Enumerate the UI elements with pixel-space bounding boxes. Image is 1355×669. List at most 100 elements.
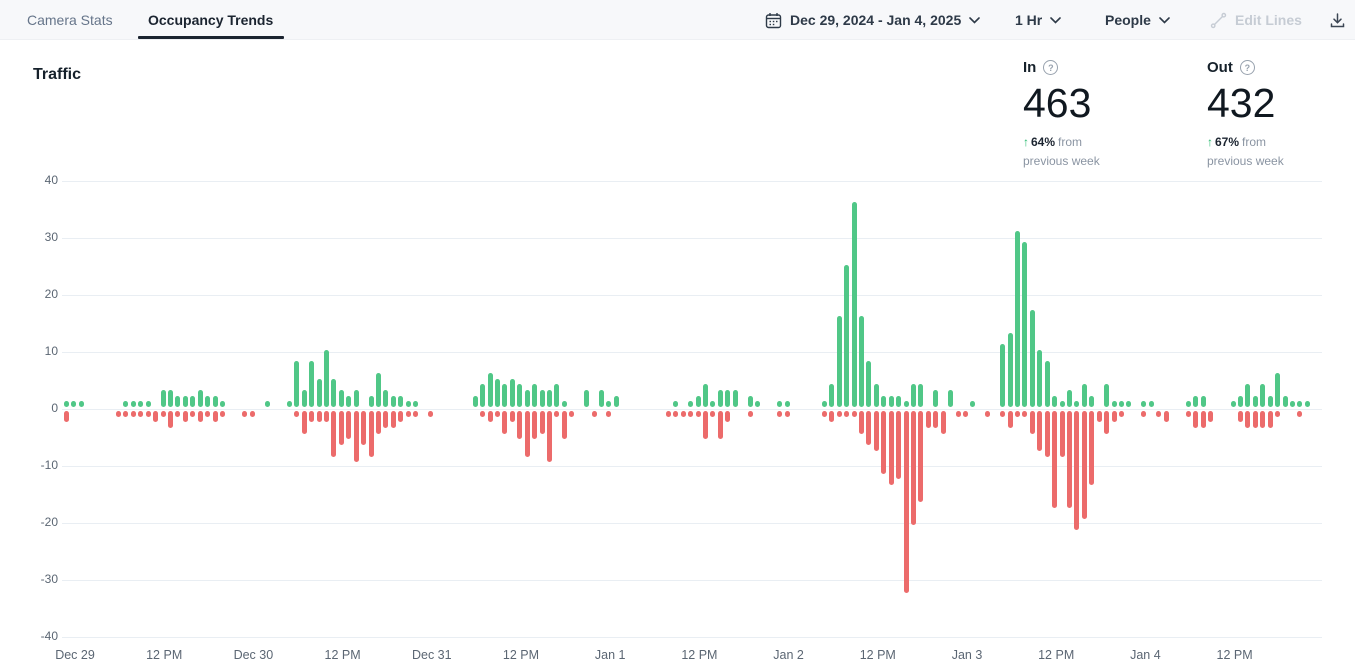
bar-in xyxy=(1022,241,1028,407)
download-button[interactable] xyxy=(1329,0,1346,40)
bar-out xyxy=(673,411,679,417)
bar-out xyxy=(517,411,523,440)
edit-lines-button[interactable]: Edit Lines xyxy=(1210,0,1302,40)
bar-out xyxy=(361,411,367,446)
bar-in xyxy=(777,401,783,407)
bar-in xyxy=(970,401,976,407)
bar-out xyxy=(702,411,708,440)
bar-in xyxy=(71,401,77,407)
interval-dropdown[interactable]: 1 Hr xyxy=(1015,0,1062,40)
bar-out xyxy=(153,411,159,423)
bar-out xyxy=(428,411,434,417)
bar-in xyxy=(1200,395,1206,407)
bar-out xyxy=(933,411,939,429)
bar-in xyxy=(1044,361,1050,407)
interval-label: 1 Hr xyxy=(1015,12,1043,28)
bar-out xyxy=(1200,411,1206,429)
bar-in xyxy=(1193,395,1199,407)
x-axis-tick-label: 12 PM xyxy=(146,648,183,662)
bar-out xyxy=(665,411,671,417)
bar-in xyxy=(1089,395,1095,407)
bar-in xyxy=(220,401,226,407)
bar-in xyxy=(517,384,523,407)
bar-in xyxy=(1275,372,1281,407)
bar-in xyxy=(1260,384,1266,407)
bar-out xyxy=(309,411,315,423)
bar-out xyxy=(368,411,374,457)
bar-out xyxy=(405,411,411,417)
bar-in xyxy=(829,384,835,407)
bar-in xyxy=(168,389,174,407)
bar-in xyxy=(138,401,144,407)
bar-in xyxy=(546,389,552,407)
gridline xyxy=(62,409,1322,410)
bar-in xyxy=(725,389,731,407)
bar-in xyxy=(1052,395,1058,407)
bar-out xyxy=(688,411,694,417)
bar-out xyxy=(532,411,538,440)
bar-out xyxy=(569,411,575,417)
bar-out xyxy=(985,411,991,417)
bar-in xyxy=(598,389,604,407)
bar-in xyxy=(175,395,181,407)
bar-in xyxy=(821,401,827,407)
bar-in xyxy=(123,401,129,407)
bar-out xyxy=(116,411,121,417)
bar-out xyxy=(911,411,917,525)
chevron-down-icon xyxy=(969,16,981,24)
bar-in xyxy=(1230,401,1236,407)
bar-out xyxy=(836,411,842,417)
bar-in xyxy=(182,395,188,407)
help-icon[interactable]: ? xyxy=(1043,60,1059,75)
bar-in xyxy=(836,315,842,407)
bar-in xyxy=(948,389,954,407)
bar-out xyxy=(494,411,500,417)
bar-in xyxy=(673,401,679,407)
bar-out xyxy=(524,411,530,457)
bar-in xyxy=(294,361,300,407)
x-axis-tick-label: 12 PM xyxy=(1216,648,1253,662)
bar-in xyxy=(64,401,69,407)
date-range-label: Dec 29, 2024 - Jan 4, 2025 xyxy=(790,12,962,28)
bar-in xyxy=(494,378,500,407)
bar-out xyxy=(353,411,359,463)
entity-dropdown[interactable]: People xyxy=(1105,0,1170,40)
bar-out xyxy=(955,411,961,417)
bar-out xyxy=(1000,411,1006,417)
tab-camera-stats[interactable]: Camera Stats xyxy=(27,12,113,28)
bar-out xyxy=(123,411,129,417)
gridline xyxy=(62,295,1322,297)
gridline xyxy=(62,181,1322,183)
x-axis-tick-label: 12 PM xyxy=(502,648,540,662)
download-icon xyxy=(1329,12,1346,29)
bar-in xyxy=(472,395,478,407)
bar-out xyxy=(175,411,181,417)
x-axis-tick-label: Jan 2 xyxy=(773,648,804,662)
bar-out xyxy=(197,411,203,423)
x-axis-tick-label: 12 PM xyxy=(681,648,718,662)
bar-in xyxy=(160,389,166,407)
bar-out xyxy=(606,411,612,417)
x-axis-tick-label: Dec 29 xyxy=(55,648,95,662)
bar-in xyxy=(1111,401,1117,407)
bar-in xyxy=(1297,401,1303,407)
bar-in xyxy=(383,389,389,407)
bar-out xyxy=(695,411,701,417)
bar-in xyxy=(1252,395,1258,407)
stat-in-value: 463 xyxy=(1023,80,1092,126)
page-title: Traffic xyxy=(33,66,82,83)
bar-out xyxy=(1260,411,1266,429)
help-icon[interactable]: ? xyxy=(1239,60,1255,75)
bar-out xyxy=(1193,411,1199,429)
bar-out xyxy=(717,411,723,440)
bar-out xyxy=(851,411,857,417)
y-axis-tick-label: 0 xyxy=(51,401,58,415)
calendar-icon xyxy=(765,12,782,29)
bar-out xyxy=(1141,411,1147,417)
tab-occupancy-trends[interactable]: Occupancy Trends xyxy=(148,12,274,28)
date-range-picker[interactable]: Dec 29, 2024 - Jan 4, 2025 xyxy=(765,0,981,40)
stat-in: In ? 463 ↑ 64% from previous week xyxy=(1023,59,1183,170)
bar-in xyxy=(1119,401,1125,407)
bar-out xyxy=(145,411,151,417)
bar-in xyxy=(145,401,151,407)
